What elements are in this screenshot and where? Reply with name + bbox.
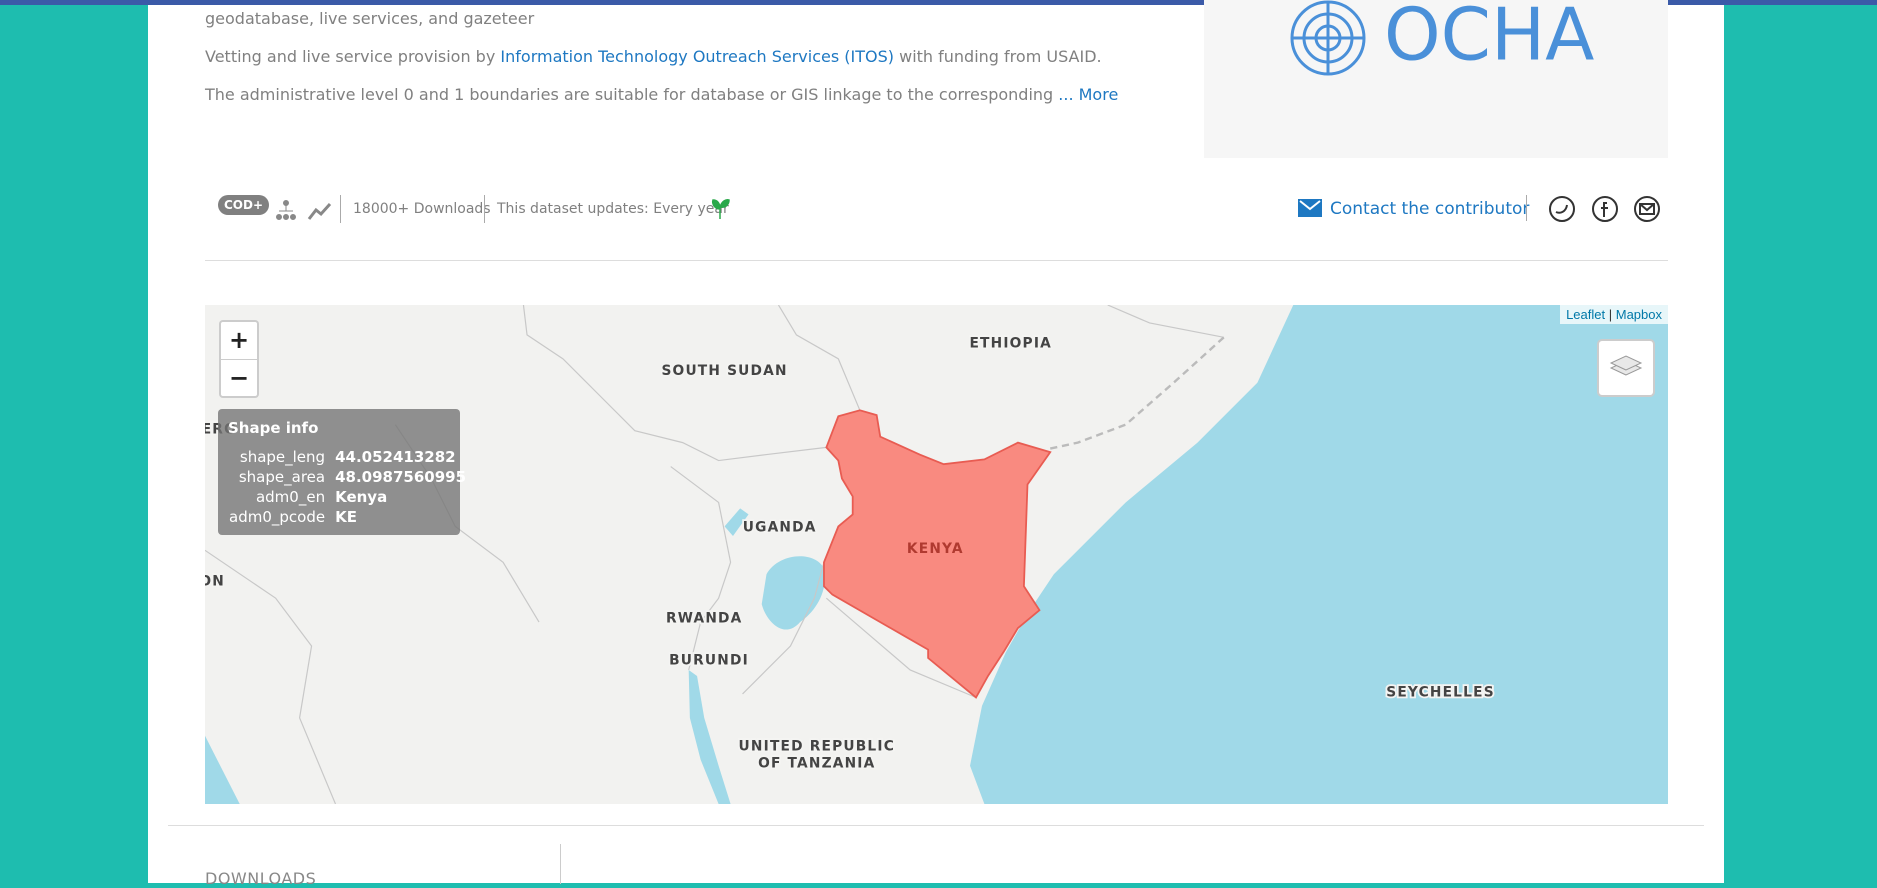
logo-text: OCHA — [1384, 0, 1594, 77]
email-icon[interactable] — [1634, 196, 1660, 222]
map-label: UNITED REPUBLIC — [739, 739, 895, 755]
map-label: BURUNDI — [669, 652, 749, 668]
more-link[interactable]: ... More — [1058, 85, 1119, 104]
map-label: RWANDA — [666, 611, 743, 627]
zoom-out[interactable]: − — [228, 364, 250, 392]
logo: OCHA — [1290, 0, 1594, 77]
info-key: shape_area — [238, 468, 326, 486]
map-label: OF TANZANIA — [758, 755, 875, 771]
description-line: The administrative level 0 and 1 boundar… — [205, 85, 1118, 104]
divider — [168, 825, 1704, 826]
update-frequency: This dataset updates: Every year — [497, 201, 729, 217]
mail-icon[interactable] — [1298, 199, 1322, 217]
lake — [761, 556, 825, 630]
facebook-icon[interactable] — [1592, 196, 1618, 222]
twitter-icon[interactable] — [1549, 196, 1575, 222]
map-label: ON — [205, 573, 225, 589]
separator — [340, 195, 341, 223]
top-bar — [0, 0, 1877, 5]
shape-info-title: Shape info — [228, 419, 319, 437]
map-label: UGANDA — [743, 520, 817, 536]
attribution: Leaflet | Mapbox — [1560, 305, 1668, 324]
info-value: 48.0987560995 — [335, 468, 467, 486]
text: with funding from USAID. — [899, 47, 1102, 66]
separator — [484, 195, 485, 223]
downloads-count: 18000+ Downloads — [353, 201, 491, 217]
description-line: geodatabase, live services, and gazeteer — [205, 9, 535, 28]
sea — [970, 305, 1668, 804]
kenya-shape[interactable] — [823, 409, 1052, 699]
map-label: KENYA — [907, 541, 964, 557]
map[interactable]: ETHIOPIA SOUTH SUDAN UGANDA KENYA RWANDA… — [205, 305, 1668, 804]
info-key: adm0_en — [255, 488, 326, 506]
leaflet-link[interactable]: Leaflet — [1566, 307, 1606, 322]
divider — [205, 260, 1668, 261]
social-icons — [1549, 196, 1660, 222]
shape-info: Shape info shape_leng 44.052413282 shape_… — [218, 409, 466, 535]
leaf-icon — [712, 199, 730, 219]
disputed-border — [1049, 336, 1225, 450]
info-key: adm0_pcode — [229, 508, 326, 526]
un-emblem — [1290, 0, 1366, 76]
description-line: Vetting and live service provision by In… — [205, 47, 1102, 66]
sea — [205, 735, 240, 804]
layers-control[interactable] — [1597, 339, 1655, 397]
lake — [688, 669, 731, 804]
info-value: 44.052413282 — [335, 448, 456, 466]
content: geodatabase, live services, and gazeteer… — [148, 0, 1724, 888]
zoom-in[interactable]: + — [221, 322, 257, 360]
itos-link[interactable]: Information Technology Outreach Services… — [500, 47, 895, 66]
logo-box: OCHA — [1204, 0, 1668, 158]
info-value: KE — [335, 508, 357, 526]
info-value: Kenya — [335, 488, 388, 506]
attribution-separator: | — [1608, 307, 1613, 322]
cod-badge[interactable]: COD+ — [218, 195, 270, 215]
separator — [1526, 195, 1527, 221]
text: Vetting and live service provision by — [205, 47, 496, 66]
info-key: shape_leng — [239, 448, 326, 466]
map-label: SEYCHELLES — [1386, 685, 1495, 701]
zoom-control: + − — [219, 320, 259, 398]
map-canvas[interactable]: ETHIOPIA SOUTH SUDAN UGANDA KENYA RWANDA… — [205, 305, 1668, 804]
contact-link[interactable]: Contact the contributor — [1330, 199, 1530, 219]
map-label: ETHIOPIA — [969, 335, 1052, 351]
lake — [724, 508, 749, 536]
downloads-heading: DOWNLOADS — [205, 869, 317, 888]
badge[interactable]: COD+ — [218, 195, 270, 215]
shape-info-table: shape_leng 44.052413282 shape_area 48.0987… — [224, 447, 471, 527]
column-divider — [560, 844, 561, 884]
mapbox-link[interactable]: Mapbox — [1615, 307, 1662, 322]
layers-icon — [1609, 355, 1643, 376]
text: The administrative level 0 and 1 boundar… — [205, 85, 1054, 104]
toolbar-icons — [276, 200, 332, 220]
map-label: SOUTH SUDAN — [661, 363, 787, 379]
